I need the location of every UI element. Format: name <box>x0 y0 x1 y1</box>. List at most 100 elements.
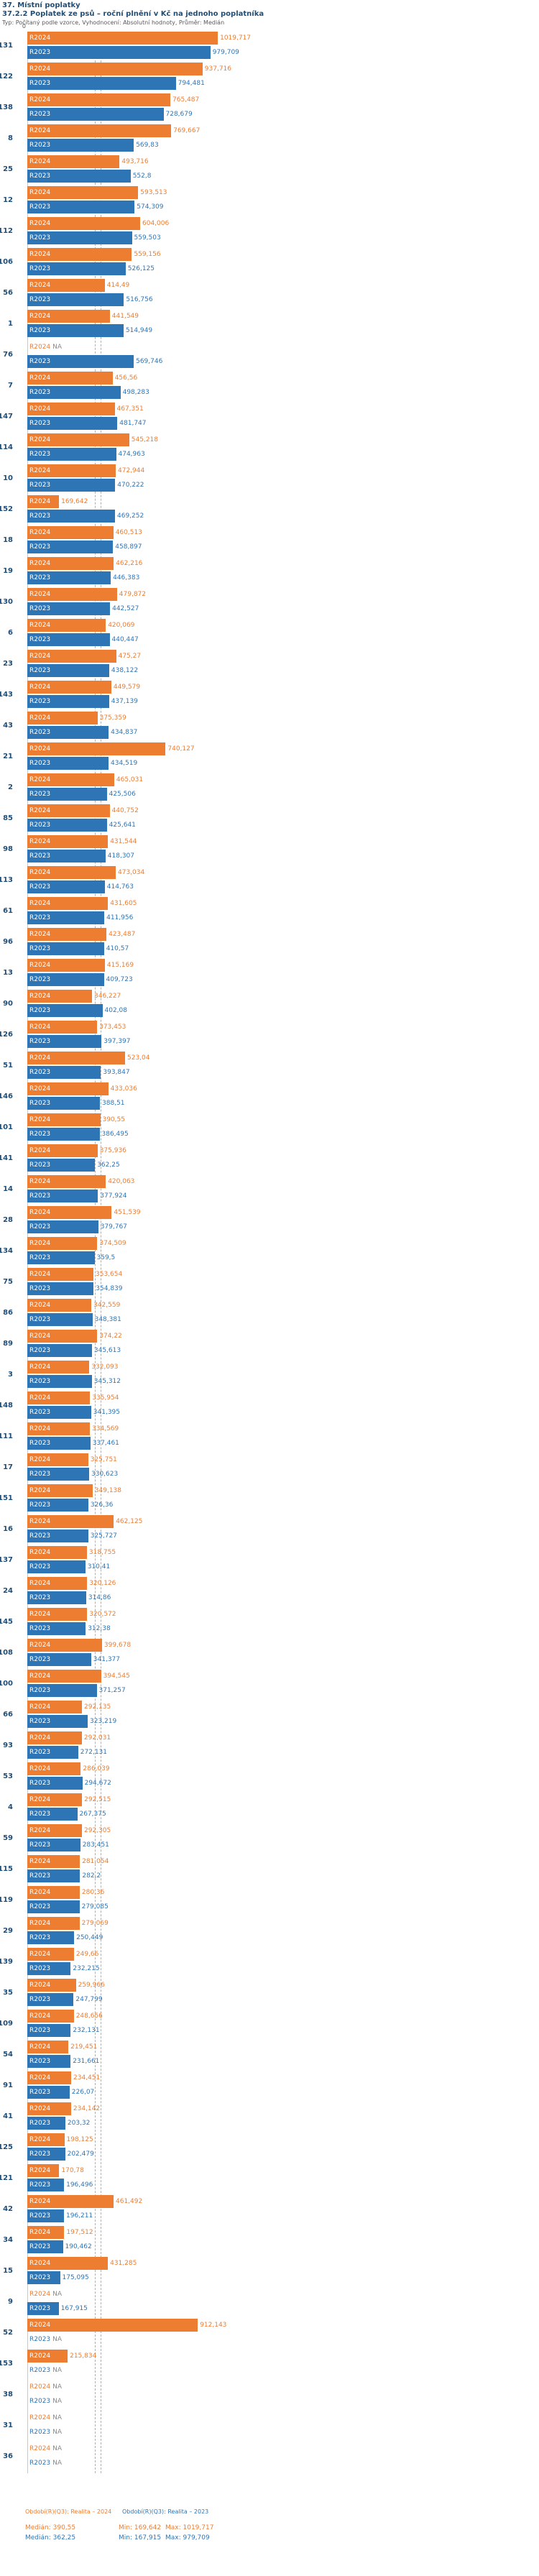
group-id-label: 52 <box>3 2328 13 2337</box>
bar-2023: R2023 <box>27 2271 60 2284</box>
bar-row-2023: R2023 190,462 <box>27 2240 539 2253</box>
bar-2023: R2023 <box>27 1313 93 1326</box>
bar-series-label: R2023 <box>29 1780 51 1787</box>
bar-value-label: 379,767 <box>100 1223 127 1230</box>
bar-series-label: R2024 <box>29 1209 51 1216</box>
bar-row-2023: R2023 282,2 <box>27 1869 539 1882</box>
bar-2023: R2023 <box>27 1251 95 1264</box>
group-id-label: 76 <box>3 350 13 359</box>
bar-2024: R2024 <box>27 1268 93 1281</box>
bar-row-2024: R2024 394,545 <box>27 1670 539 1683</box>
bar-series-label: R2023 <box>29 2274 51 2281</box>
bar-value-label: 446,383 <box>113 574 140 581</box>
bar-group-8: 8 R2024 769,667 R2023 569,83 <box>0 124 539 155</box>
bar-series-label: R2023 <box>29 1656 51 1663</box>
bar-row-2024: R2024 249,66 <box>27 1948 539 1961</box>
bar-2023: R2023 <box>27 1190 98 1202</box>
group-id-label: 91 <box>3 2081 13 2089</box>
bar-series-label: R2024 <box>29 127 51 134</box>
bar-group-106: 106 R2024 559,156 R2023 526,125 <box>0 248 539 279</box>
bar-value-label: 334,569 <box>92 1425 119 1432</box>
bar-row-2023: R2023 397,397 <box>27 1035 539 1048</box>
bar-row-2023: R2023 425,641 <box>27 819 539 832</box>
bar-group-38: 38 R2024 NA R2023 NA <box>0 2380 539 2411</box>
bar-2024: R2024 <box>27 897 109 910</box>
bar-row-2023: R2023 474,963 <box>27 448 539 461</box>
group-id-label: 4 <box>8 1803 13 1811</box>
bar-value-label: 465,031 <box>116 776 144 783</box>
bar-series-label: R2023 <box>29 482 51 489</box>
bar-series-label: R2023 <box>29 2429 51 2436</box>
bar-series-label: R2024 <box>29 1271 51 1278</box>
bar-group-1: 1 R2024 441,549 R2023 514,949 <box>0 310 539 341</box>
group-id-label: 53 <box>3 1772 13 1780</box>
bar-row-2023: R2023 386,495 <box>27 1128 539 1141</box>
bar-row-2024: R2024 349,138 <box>27 1484 539 1497</box>
group-id-label: 34 <box>3 2235 13 2244</box>
bar-row-2023: R2023 348,381 <box>27 1313 539 1326</box>
bar-series-label: R2024 <box>29 745 51 753</box>
bar-row-2023: R2023 202,479 <box>27 2148 539 2161</box>
bar-2024: R2024 <box>27 1330 98 1343</box>
group-id-label: 85 <box>3 814 13 822</box>
bar-row-2024: R2024 292,031 <box>27 1731 539 1744</box>
bar-series-label: R2023 <box>29 1501 51 1509</box>
bar-2024: R2024 <box>27 1144 98 1157</box>
bar-value-label: 373,453 <box>99 1024 126 1031</box>
bar-series-label: R2024 <box>29 591 51 598</box>
bar-2024: R2024 <box>27 1886 80 1899</box>
bar-value-label: 469,252 <box>117 512 144 520</box>
bar-group-147: 147 R2024 467,351 R2023 481,747 <box>0 402 539 433</box>
bar-value-label: 473,034 <box>118 869 145 876</box>
bar-value-label: 399,678 <box>103 1642 132 1649</box>
bar-2024: R2024 <box>27 495 60 508</box>
bar-row-2023: R2023 516,756 <box>27 293 539 306</box>
bar-value-label: 574,309 <box>137 203 164 211</box>
bar-2024: R2024 <box>27 279 105 292</box>
bar-row-2024: R2024 169,642 <box>27 495 539 508</box>
bar-group-152: 152 R2024 169,642 R2023 469,252 <box>0 495 539 526</box>
group-id-label: 12 <box>3 196 13 204</box>
bar-row-2024: R2024 493,716 <box>27 155 539 168</box>
bar-2023: R2023 <box>27 1746 78 1759</box>
bar-2024: R2024 <box>27 866 116 879</box>
group-id-label: 152 <box>0 505 13 513</box>
group-id-label: 7 <box>8 381 13 390</box>
bar-value-label: 320,126 <box>89 1580 116 1587</box>
bar-row-2024: R2024 420,063 <box>27 1175 539 1188</box>
bar-value-label: 431,544 <box>110 838 137 845</box>
bar-series-label: R2024 <box>29 1425 51 1432</box>
bar-series-label: R2024 <box>29 313 51 320</box>
bar-series-label: R2023 <box>29 1996 51 2003</box>
group-id-label: 17 <box>3 1463 13 1471</box>
bar-2024: R2024 <box>27 1206 112 1219</box>
group-id-label: 14 <box>3 1184 13 1193</box>
bar-series-label: R2024 <box>29 1673 51 1680</box>
bar-row-2023: R2023 NA <box>27 2457 539 2470</box>
bar-group-145: 145 R2024 320,572 R2023 312,38 <box>0 1608 539 1639</box>
bar-value-label: 203,32 <box>67 2120 91 2127</box>
group-id-label: 21 <box>3 752 13 760</box>
bar-series-label: R2023 <box>29 2181 51 2189</box>
bar-value-na: NA <box>52 2398 63 2405</box>
bar-2024: R2024 <box>27 1175 106 1188</box>
bar-row-2023: R2023 434,519 <box>27 757 539 770</box>
group-id-label: 137 <box>0 1555 13 1564</box>
group-id-label: 24 <box>3 1586 13 1595</box>
bar-row-2023: R2023 337,461 <box>27 1437 539 1450</box>
bar-row-2023: R2023 414,763 <box>27 880 539 893</box>
bar-value-label: 362,25 <box>97 1162 120 1169</box>
bar-2023: R2023 <box>27 942 104 955</box>
bar-value-label: 425,506 <box>109 791 136 798</box>
bar-value-label: 545,218 <box>131 436 159 443</box>
bar-group-29: 29 R2024 279,069 R2023 250,449 <box>0 1917 539 1948</box>
bar-series-label: R2023 <box>29 1223 51 1230</box>
bar-series-label: R2024 <box>29 1024 51 1031</box>
group-id-label: 10 <box>3 474 13 482</box>
bar-series-label: R2023 <box>29 1563 51 1570</box>
bar-2024: R2024 <box>27 1453 88 1466</box>
bar-group-3: 3 R2024 332,093 R2023 345,312 <box>0 1361 539 1392</box>
bar-row-2023: R2023 NA <box>27 2395 539 2408</box>
bar-value-na: NA <box>52 2383 63 2391</box>
bar-2023: R2023 <box>27 77 176 90</box>
